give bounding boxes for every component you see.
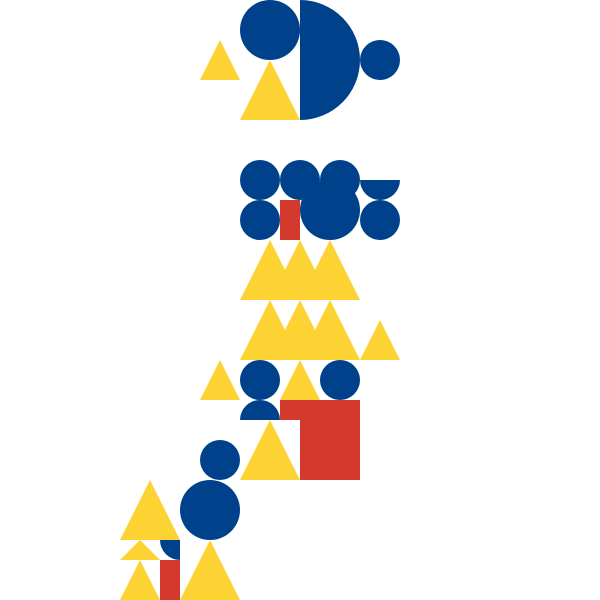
- small-blue-circle-top-right: [360, 40, 400, 80]
- blue-circle-grid-4: [240, 200, 280, 240]
- red-bar-lower: [280, 400, 360, 420]
- blue-circle-grid-large: [300, 180, 360, 240]
- small-yellow-triangle-top-left: [200, 40, 240, 80]
- blue-half-disc-grid: [360, 180, 400, 200]
- red-bar-bottom: [160, 560, 180, 600]
- blue-half-disc-lower: [240, 400, 280, 420]
- yellow-triangle-bottom-2: [180, 540, 240, 600]
- small-yellow-triangle-bottom: [120, 560, 160, 600]
- red-bar-grid: [280, 200, 300, 240]
- small-yellow-triangle-bottom-left: [120, 540, 160, 560]
- red-square-lower: [300, 420, 360, 480]
- yellow-triangle-mid-fill-2: [270, 300, 330, 360]
- yellow-triangle-mid-fill: [270, 240, 330, 300]
- small-yellow-triangle-mid-right: [360, 320, 400, 360]
- blue-circle-lower-2: [320, 360, 360, 400]
- blue-circle-top: [240, 0, 300, 60]
- blue-quarter-disc-bottom: [160, 540, 180, 560]
- yellow-triangle-lower: [240, 420, 300, 480]
- blue-circle-lower-3: [200, 440, 240, 480]
- small-yellow-triangle-lower-left: [200, 360, 240, 400]
- blue-half-disc-top: [300, 0, 360, 120]
- yellow-triangle-top: [240, 60, 300, 120]
- blue-circle-grid-5: [360, 200, 400, 240]
- yellow-triangle-bottom-1: [120, 480, 180, 540]
- blue-circle-bottom-large: [180, 480, 240, 540]
- blue-circle-lower-1: [240, 360, 280, 400]
- small-yellow-triangle-lower-mid: [280, 360, 320, 400]
- blue-circle-grid-1: [240, 160, 280, 200]
